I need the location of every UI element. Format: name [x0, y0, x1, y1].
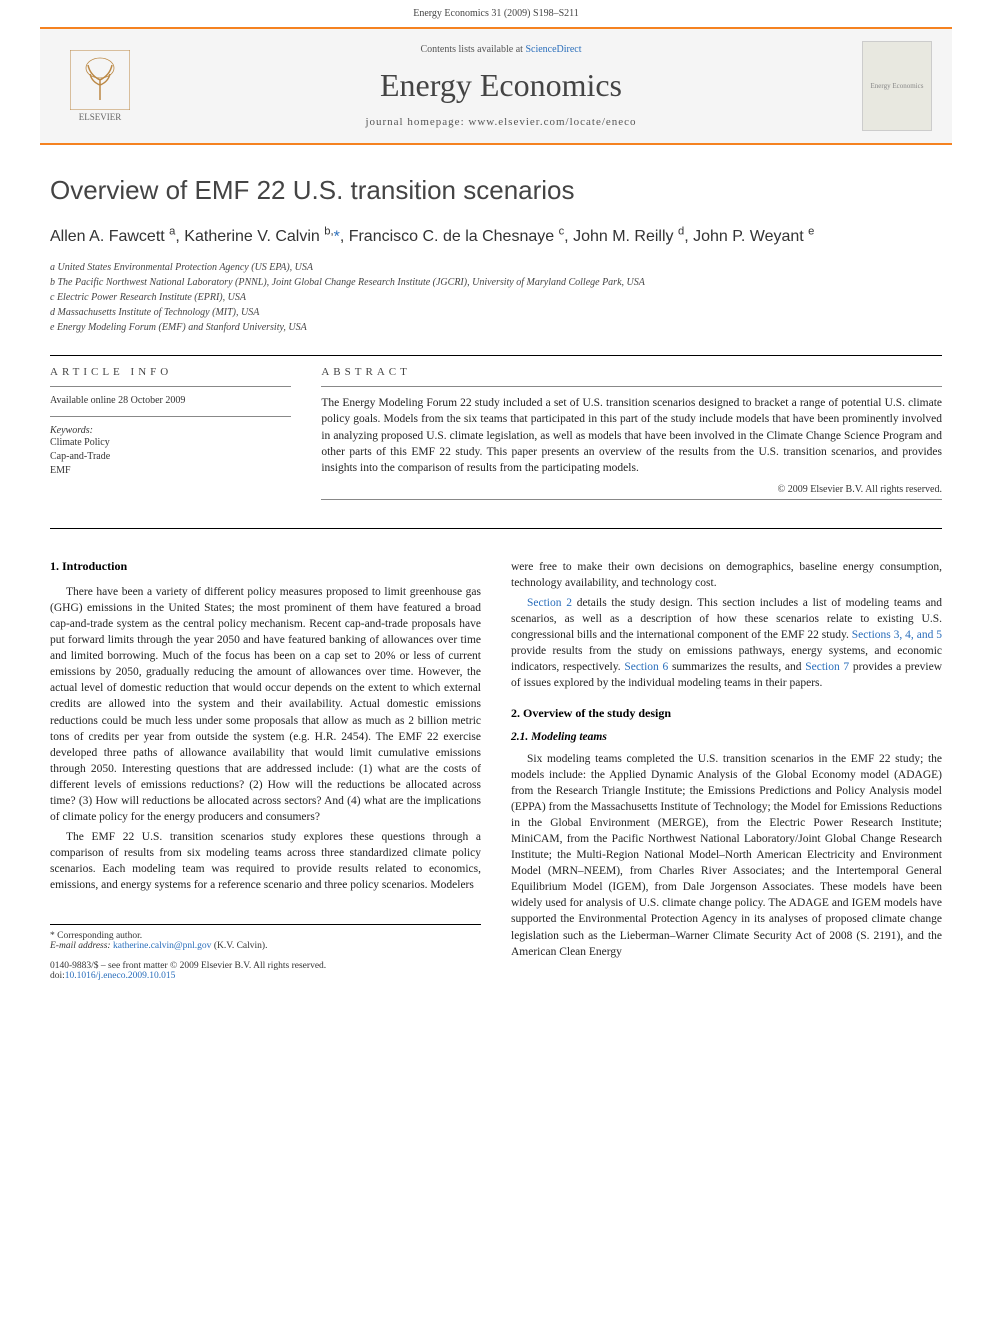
- homepage-line: journal homepage: www.elsevier.com/locat…: [160, 116, 842, 128]
- publisher-name: ELSEVIER: [79, 112, 122, 122]
- intro-p1: There have been a variety of different p…: [50, 584, 481, 825]
- section-2-link[interactable]: Section 2: [527, 597, 572, 609]
- contents-text: Contents lists available at: [420, 44, 525, 55]
- journal-name: Energy Economics: [160, 67, 842, 104]
- design-heading: 2. Overview of the study design: [511, 706, 942, 721]
- info-divider: [50, 386, 291, 387]
- keywords-list: Climate Policy Cap-and-Trade EMF: [50, 436, 291, 478]
- abstract-divider-bottom: [321, 499, 942, 500]
- teams-p1: Six modeling teams completed the U.S. tr…: [511, 751, 942, 960]
- corresponding-label: * Corresponding author.: [50, 931, 481, 941]
- keyword-3: EMF: [50, 464, 291, 478]
- right-column: were free to make their own decisions on…: [511, 559, 942, 981]
- left-column: 1. Introduction There have been a variet…: [50, 559, 481, 981]
- divider: [50, 355, 942, 356]
- journal-cover-thumb: Energy Economics: [862, 41, 932, 131]
- article-info-col: ARTICLE INFO Available online 28 October…: [50, 366, 291, 507]
- journal-banner: ELSEVIER Contents lists available at Sci…: [40, 27, 952, 145]
- corresponding-footer: * Corresponding author. E-mail address: …: [50, 924, 481, 951]
- authors-part1: Allen A. Fawcett a, Katherine V. Calvin …: [50, 228, 334, 245]
- affiliation-d: d Massachusetts Institute of Technology …: [50, 305, 942, 320]
- affiliations-block: a United States Environmental Protection…: [50, 260, 942, 335]
- affiliation-b: b The Pacific Northwest National Laborat…: [50, 275, 942, 290]
- article-title: Overview of EMF 22 U.S. transition scena…: [50, 175, 942, 206]
- email-link[interactable]: katherine.calvin@pnl.gov: [113, 941, 211, 951]
- abstract-col: ABSTRACT The Energy Modeling Forum 22 st…: [321, 366, 942, 507]
- abstract-text: The Energy Modeling Forum 22 study inclu…: [321, 395, 942, 475]
- right-p2: Section 2 details the study design. This…: [511, 595, 942, 692]
- section-6-link[interactable]: Section 6: [624, 661, 668, 673]
- article-body: Overview of EMF 22 U.S. transition scena…: [0, 145, 992, 1011]
- abstract-label: ABSTRACT: [321, 366, 942, 378]
- right-p1: were free to make their own decisions on…: [511, 559, 942, 591]
- citation-text: Energy Economics 31 (2009) S198–S211: [413, 8, 579, 19]
- doi-prefix: doi:: [50, 971, 65, 981]
- banner-center: Contents lists available at ScienceDirec…: [160, 44, 842, 128]
- running-header: Energy Economics 31 (2009) S198–S211: [0, 0, 992, 27]
- divider-2: [50, 528, 942, 529]
- doi-line: doi:10.1016/j.eneco.2009.10.015: [50, 971, 481, 981]
- publisher-logo: ELSEVIER: [60, 44, 140, 129]
- affiliation-a: a United States Environmental Protection…: [50, 260, 942, 275]
- intro-heading: 1. Introduction: [50, 559, 481, 574]
- corresponding-star-link[interactable]: *: [334, 228, 340, 245]
- keyword-2: Cap-and-Trade: [50, 450, 291, 464]
- contents-line: Contents lists available at ScienceDirec…: [160, 44, 842, 55]
- thumb-text: Energy Economics: [871, 82, 924, 90]
- keywords-label: Keywords:: [50, 425, 291, 436]
- authors-line: Allen A. Fawcett a, Katherine V. Calvin …: [50, 226, 942, 246]
- abstract-copyright: © 2009 Elsevier B.V. All rights reserved…: [321, 484, 942, 495]
- affiliation-c: c Electric Power Research Institute (EPR…: [50, 290, 942, 305]
- authors-part2: , Francisco C. de la Chesnaye c, John M.…: [340, 228, 815, 245]
- right-p2-f: summarizes the results, and: [668, 661, 805, 673]
- info-divider-2: [50, 416, 291, 417]
- intro-p2: The EMF 22 U.S. transition scenarios stu…: [50, 829, 481, 893]
- email-line: E-mail address: katherine.calvin@pnl.gov…: [50, 941, 481, 951]
- body-columns: 1. Introduction There have been a variet…: [50, 559, 942, 981]
- sections-345-link[interactable]: Sections 3, 4, and 5: [852, 629, 942, 641]
- issn-line: 0140-9883/$ – see front matter © 2009 El…: [50, 961, 481, 971]
- available-online: Available online 28 October 2009: [50, 395, 291, 406]
- section-7-link[interactable]: Section 7: [805, 661, 849, 673]
- abstract-divider: [321, 386, 942, 387]
- email-attrib: (K.V. Calvin).: [211, 941, 267, 951]
- teams-subheading: 2.1. Modeling teams: [511, 731, 942, 743]
- elsevier-tree-icon: [70, 50, 130, 110]
- keyword-1: Climate Policy: [50, 436, 291, 450]
- email-label: E-mail address:: [50, 941, 113, 951]
- article-info-label: ARTICLE INFO: [50, 366, 291, 378]
- info-abstract-row: ARTICLE INFO Available online 28 October…: [50, 366, 942, 507]
- doi-block: 0140-9883/$ – see front matter © 2009 El…: [50, 961, 481, 981]
- doi-link[interactable]: 10.1016/j.eneco.2009.10.015: [65, 971, 176, 981]
- affiliation-e: e Energy Modeling Forum (EMF) and Stanfo…: [50, 320, 942, 335]
- sciencedirect-link[interactable]: ScienceDirect: [525, 44, 581, 55]
